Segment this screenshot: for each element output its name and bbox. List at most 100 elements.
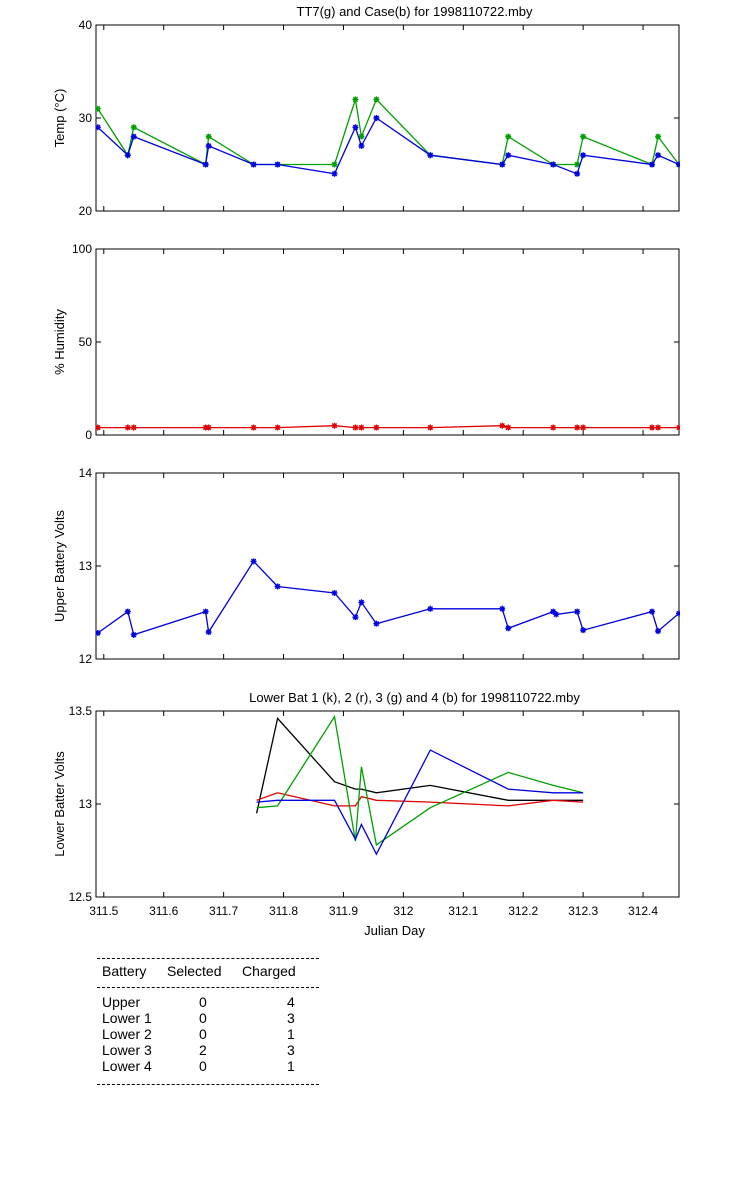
y-tick-label: 100 <box>72 242 92 256</box>
y-tick-label: 0 <box>85 428 92 442</box>
row-selected: 0 <box>199 1010 207 1026</box>
table-row: Upper 0 4 <box>97 994 319 1010</box>
x-tick-label: 311.9 <box>329 904 358 918</box>
data-point <box>331 422 338 429</box>
x-tick-label: 312 <box>393 904 413 918</box>
row-battery: Lower 1 <box>102 1010 152 1026</box>
chart-title: TT7(g) and Case(b) for 1998110722.mby <box>296 4 533 19</box>
y-tick-label: 20 <box>79 204 93 218</box>
table-row: Lower 1 0 3 <box>97 1010 319 1026</box>
data-point <box>574 424 581 431</box>
data-point <box>676 424 680 431</box>
data-point <box>574 608 581 615</box>
table-row: Lower 2 0 1 <box>97 1026 319 1042</box>
data-point <box>352 424 359 431</box>
series-line-1 <box>96 558 680 638</box>
data-point <box>550 161 557 168</box>
y-tick-label: 13.5 <box>69 704 93 718</box>
header-selected: Selected <box>167 963 222 979</box>
data-point <box>499 605 506 612</box>
data-point <box>250 161 257 168</box>
y-axis-label: Upper Battery Volts <box>52 510 67 622</box>
row-selected: 2 <box>199 1042 207 1058</box>
plot-frame <box>95 24 680 212</box>
chart-title: Lower Bat 1 (k), 2 (r), 3 (g) and 4 (b) … <box>249 690 580 705</box>
y-axis-label: % Humidity <box>52 309 67 375</box>
x-tick-label: 311.6 <box>149 904 178 918</box>
chart-panel-1: 20 30 40 TT7(g) and Case(b) for 1998110722.… <box>52 4 680 218</box>
y-tick-label: 40 <box>79 18 93 32</box>
data-point <box>352 96 359 103</box>
y-axis-label: Temp (°C) <box>52 89 67 148</box>
series-line-1 <box>96 422 680 431</box>
data-point <box>373 115 380 121</box>
battery-summary-table: Battery Selected Charged Upper 0 4 Lower… <box>97 958 319 1085</box>
data-point <box>202 161 209 168</box>
y-tick-label: 13 <box>79 797 93 811</box>
y-tick-label: 14 <box>79 466 93 480</box>
data-point <box>358 133 365 140</box>
row-battery: Upper <box>102 994 141 1010</box>
data-point <box>655 133 662 140</box>
y-axis-label: Lower Batter Volts <box>52 751 67 857</box>
series-line <box>97 117 680 175</box>
data-point <box>96 105 101 112</box>
plot-frame <box>95 248 680 436</box>
data-point <box>580 152 587 159</box>
data-point <box>331 170 338 177</box>
data-point <box>130 124 137 131</box>
data-point <box>550 608 557 615</box>
table-row: Lower 4 0 1 <box>97 1058 319 1074</box>
table-body: Upper 0 4 Lower 1 0 3 Lower 2 0 1 Lower … <box>97 994 319 1074</box>
table-header-row: Battery Selected Charged <box>97 963 319 979</box>
row-charged: 1 <box>287 1058 295 1074</box>
data-point <box>505 133 512 140</box>
data-point <box>655 628 662 635</box>
row-charged: 3 <box>287 1010 295 1026</box>
data-point <box>96 424 101 431</box>
row-selected: 0 <box>199 994 207 1010</box>
series-line <box>255 717 584 814</box>
data-point <box>331 161 338 168</box>
row-battery: Lower 2 <box>102 1026 152 1042</box>
charts-canvas: 20 30 40 TT7(g) and Case(b) for 1998110722.… <box>52 4 680 938</box>
data-point <box>649 608 656 615</box>
data-point <box>373 96 380 103</box>
data-point <box>373 620 380 627</box>
x-axis-label: Julian Day <box>364 923 425 938</box>
series-lower-bat-1 <box>255 717 584 814</box>
table-bottom-rule <box>97 1084 319 1085</box>
x-tick-label: 312.2 <box>508 904 538 918</box>
series-lower-bat-2 <box>256 792 584 807</box>
series-line <box>256 792 584 807</box>
table-header-rule <box>97 987 319 988</box>
y-tick-label: 30 <box>79 111 93 125</box>
data-point <box>274 161 281 168</box>
data-point <box>499 422 506 429</box>
chart-panel-4: 311.5 311.6 311.7 311.8 311.9 312 312.1 312.2 31… <box>52 690 680 938</box>
x-tick-label: 311.8 <box>269 904 298 918</box>
series-line <box>97 560 680 636</box>
data-point <box>655 152 662 159</box>
data-point <box>331 589 338 596</box>
y-tick-label: 12 <box>79 652 93 666</box>
data-point <box>550 424 557 431</box>
data-point <box>505 625 512 632</box>
data-point <box>574 170 581 177</box>
data-point <box>124 152 131 159</box>
data-point <box>130 133 137 140</box>
data-point <box>274 424 281 431</box>
data-point <box>574 161 581 168</box>
series-line <box>256 749 584 856</box>
data-point <box>205 142 212 149</box>
data-point <box>205 424 212 431</box>
data-point <box>124 608 131 615</box>
data-point <box>124 424 131 431</box>
data-point <box>352 124 359 131</box>
data-point <box>205 133 212 140</box>
row-selected: 0 <box>199 1026 207 1042</box>
plot-frame <box>95 710 680 898</box>
row-battery: Lower 3 <box>102 1042 152 1058</box>
data-point <box>655 424 662 431</box>
row-charged: 1 <box>287 1026 295 1042</box>
